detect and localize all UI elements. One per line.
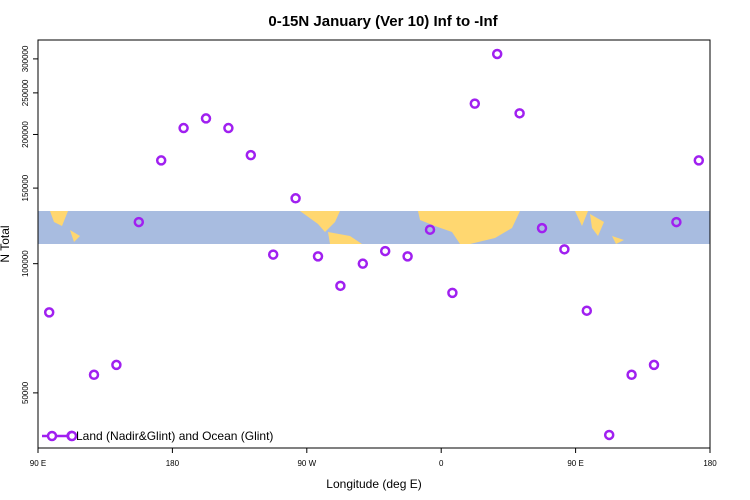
point	[379, 245, 391, 257]
y-tick-label: 300000	[21, 45, 30, 72]
point	[424, 224, 436, 235]
point	[312, 251, 324, 262]
land	[575, 211, 624, 244]
point	[155, 155, 167, 166]
point	[693, 155, 705, 166]
point	[469, 98, 481, 109]
point	[178, 122, 189, 134]
point	[648, 359, 660, 371]
point	[491, 48, 503, 60]
y-tick-label: 250000	[21, 79, 30, 106]
point	[514, 108, 525, 119]
legend-label: Land (Nadir&Glint) and Ocean (Glint)	[76, 429, 273, 443]
point	[245, 149, 257, 161]
point	[88, 369, 100, 381]
land	[300, 211, 362, 244]
point	[335, 280, 346, 292]
x-tick-label: 90 E	[30, 459, 46, 468]
plot-frame	[37, 39, 711, 449]
point	[626, 369, 637, 381]
point	[290, 193, 301, 204]
x-tick-label: 180	[166, 459, 180, 468]
point	[357, 258, 369, 269]
x-axis-label: Longitude (deg E)	[326, 477, 421, 491]
point	[447, 287, 458, 299]
x-tick-label: 180	[703, 459, 717, 468]
y-tick-label: 100000	[21, 250, 30, 277]
legend-marker	[66, 430, 78, 442]
point	[536, 222, 548, 234]
point	[603, 429, 615, 441]
point	[43, 307, 55, 318]
land	[50, 211, 80, 242]
ocean-band	[38, 211, 710, 244]
y-tick-label: 50000	[21, 381, 30, 404]
point	[581, 305, 593, 316]
point	[223, 122, 234, 134]
y-axis-label: N Total	[0, 225, 12, 262]
x-tick-label: 0	[439, 459, 444, 468]
point	[267, 249, 279, 260]
legend-marker	[46, 430, 58, 442]
point	[200, 113, 212, 124]
point	[671, 216, 682, 228]
x-tick-label: 90 W	[297, 459, 316, 468]
point	[111, 359, 122, 371]
map-band	[38, 211, 710, 244]
chart-title: 0-15N January (Ver 10) Inf to -Inf	[268, 13, 498, 30]
y-tick-label: 200000	[21, 121, 30, 148]
point	[559, 244, 570, 255]
land	[418, 211, 520, 244]
y-tick-label: 150000	[21, 174, 30, 201]
point	[133, 216, 145, 228]
point	[402, 251, 413, 262]
x-tick-label: 90 E	[567, 459, 583, 468]
